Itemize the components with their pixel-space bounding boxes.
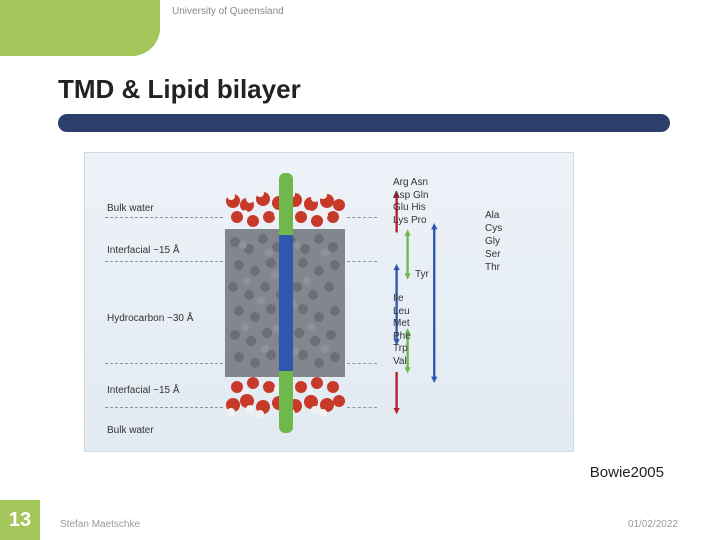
aa-line: Val (393, 356, 411, 369)
aa-group-mid: Ile Leu Met Phe Trp Val (393, 293, 411, 368)
aa-line: Tyr (415, 269, 429, 282)
aa-line: Ser (485, 248, 502, 261)
dashed-line (105, 363, 223, 364)
dashed-line (347, 217, 377, 218)
region-label: Interfacial ~15 Å (107, 385, 180, 396)
aa-line: Met (393, 318, 411, 331)
aa-line: Cys (485, 222, 502, 235)
region-label: Bulk water (107, 425, 154, 436)
aa-line: Asp Gln (393, 190, 429, 203)
tm-helix (279, 173, 293, 433)
aa-line: Ala (485, 209, 502, 222)
dashed-line (105, 217, 223, 218)
aa-group-right: Ala Cys Gly Ser Thr (485, 209, 502, 274)
title-divider (58, 114, 670, 132)
aa-group-top: Arg Asn Asp Gln Glu His Lys Pro (393, 177, 429, 227)
aa-group-tyr: Tyr (415, 269, 429, 282)
institution-label: University of Queensland (172, 6, 284, 17)
aa-line: Gly (485, 235, 502, 248)
slide-title: TMD & Lipid bilayer (58, 74, 301, 105)
dashed-line (105, 407, 223, 408)
aa-line: Thr (485, 261, 502, 274)
bilayer-diagram: Bulk water Interfacial ~15 Å Hydrocarbon… (84, 152, 574, 452)
aa-line: Trp (393, 343, 411, 356)
dashed-line (347, 261, 377, 262)
aa-line: Leu (393, 306, 411, 319)
aa-line: Ile (393, 293, 411, 306)
citation: Bowie2005 (590, 464, 664, 481)
aa-line: Arg Asn (393, 177, 429, 190)
dashed-line (347, 407, 377, 408)
region-label: Hydrocarbon ~30 Å (107, 313, 193, 324)
footer-date: 01/02/2022 (628, 519, 678, 530)
aa-line: Glu His (393, 202, 429, 215)
region-label: Bulk water (107, 203, 154, 214)
aa-line: Lys Pro (393, 215, 429, 228)
dashed-line (347, 363, 377, 364)
aa-line: Phe (393, 331, 411, 344)
header-accent (0, 0, 160, 56)
footer-author: Stefan Maetschke (60, 519, 140, 530)
slide-number: 13 (0, 500, 40, 540)
dashed-line (105, 261, 223, 262)
region-label: Interfacial ~15 Å (107, 245, 180, 256)
